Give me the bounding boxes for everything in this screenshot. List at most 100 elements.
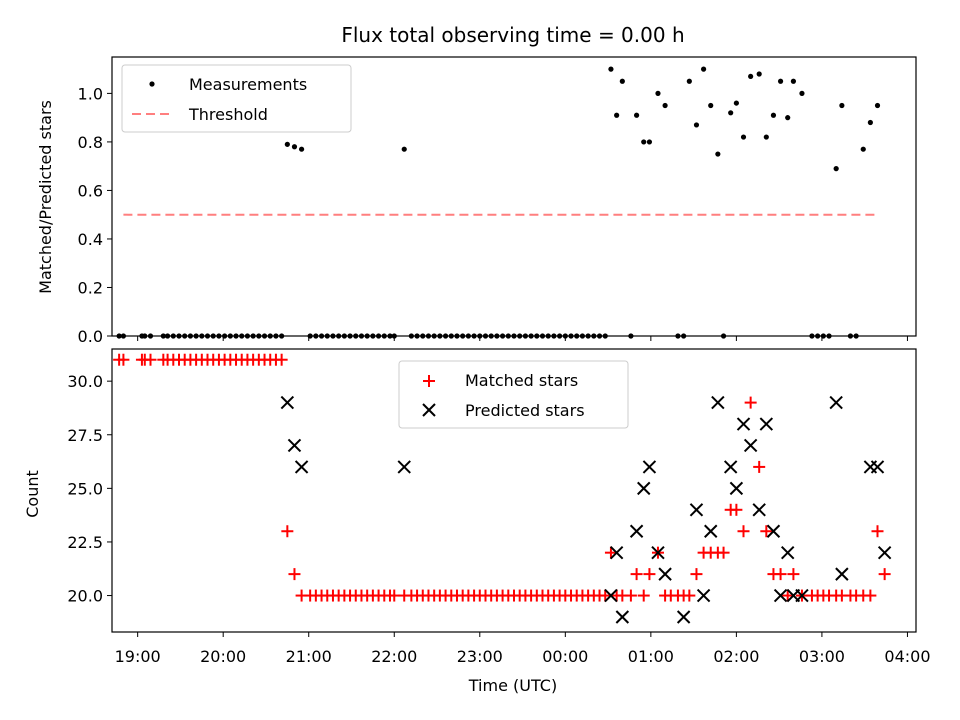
measurement-point [216,333,222,339]
measurement-point [646,139,653,145]
matched-star-point [787,568,800,581]
chart-title: Flux total observing time = 0.00 h [341,23,684,47]
legend-threshold-label: Threshold [188,105,268,124]
measurement-point [454,333,460,339]
measurement-point [562,333,568,339]
measurement-point [147,333,154,339]
measurement-point [465,333,471,339]
measurement-point [401,146,407,152]
matched-star-point [643,568,656,581]
matched-star-point [871,525,884,538]
matched-star-point [604,546,617,559]
bottom-y-axis-label: Count [23,470,42,518]
measurement-point [313,333,319,339]
matched-star-point [730,503,743,516]
measurement-point [681,333,687,339]
predicted-star-point [766,524,781,538]
predicted-star-point [689,503,704,517]
legend-predicted-label: Predicted stars [465,401,585,420]
measurement-point [261,333,268,339]
measurement-point [693,122,700,128]
measurement-point [408,333,414,339]
bottom-x-tick-label: 03:00 [799,647,845,666]
measurement-point [494,333,500,339]
measurement-point [641,139,647,145]
predicted-star-point [743,438,758,453]
bottom-x-tick-label: 00:00 [542,647,588,666]
bottom-y-ticks: 20.0 22.5 25.0 27.5 30.0 [67,372,112,606]
measurement-point [307,333,313,339]
bottom-x-tick-label: 22:00 [371,647,417,666]
measurement-point [728,110,734,116]
top-y-tick-label: 0.8 [78,133,103,152]
bottom-x-ticks: 19:00 20:00 21:00 22:00 23:00 00:00 01:00 02:00… [115,632,931,666]
measurement-point [420,333,426,339]
predicted-star-point [829,395,843,410]
measurement-point [614,112,620,118]
measurement-point [499,333,506,339]
measurement-point [116,333,122,339]
bottom-x-tick-label: 20:00 [200,647,246,666]
top-y-tick-label: 0.2 [78,278,103,297]
measurement-point [809,333,815,339]
bottom-panel: 20.0 22.5 25.0 27.5 30.0 19:00 20:00 21:00 22:0… [23,348,931,695]
measurement-point [437,333,443,339]
top-y-tick-label: 0.0 [78,327,103,346]
bottom-x-tick-label: 04:00 [884,647,930,666]
measurement-point [336,333,342,339]
measurement-point [534,333,540,339]
measurement-point [628,333,634,339]
measurement-point [545,333,551,339]
measurement-point [815,333,821,339]
measurement-point [826,333,832,339]
bottom-y-tick-label: 22.5 [67,533,103,552]
measurement-points [116,66,881,339]
measurement-point [267,333,273,339]
measurement-point [756,71,762,77]
predicted-star-point [629,524,644,538]
measurement-point [387,333,393,339]
predicted-star-point [280,395,295,410]
measurement-point [551,333,557,339]
predicted-star-point [877,545,892,560]
matched-star-point [760,525,773,538]
measurement-point [381,333,387,339]
measurement-point [839,102,845,109]
predicted-star-point [696,588,711,603]
measurement-point [193,333,199,339]
matched-star-point [599,589,612,602]
measurement-point [847,333,854,339]
bottom-y-tick-label: 27.5 [67,426,103,445]
legend-matched-marker [423,375,435,387]
bottom-y-tick-label: 20.0 [67,587,103,606]
measurement-point [142,333,148,339]
matched-star-point [717,546,730,559]
measurement-point [655,90,661,96]
predicted-star-point [658,567,672,581]
measurement-point [733,100,739,106]
matched-star-point [737,525,750,538]
measurement-point [176,333,182,339]
predicted-star-point [604,588,618,603]
measurement-point [477,333,483,339]
measurement-point [720,333,727,339]
measurement-point [414,333,420,339]
top-panel: 0.0 0.2 0.4 0.6 0.8 1.0 Matched/Predicted sta… [36,56,917,346]
measurement-point [633,112,640,118]
top-y-tick-label: 0.4 [78,230,103,249]
measurement-point [120,333,127,339]
predicted-star-point [729,481,744,496]
predicted-star-point [651,545,665,560]
measurement-point [164,333,171,339]
measurement-point [568,333,574,339]
predicted-star-point [773,588,788,603]
measurement-point [341,333,347,339]
measurement-point [700,66,707,72]
predicted-star-point [780,545,795,560]
measurement-point [353,333,359,339]
measurement-point [874,102,881,109]
measurement-point [199,333,205,339]
matched-star-point [288,568,301,581]
measurement-point [204,333,211,339]
